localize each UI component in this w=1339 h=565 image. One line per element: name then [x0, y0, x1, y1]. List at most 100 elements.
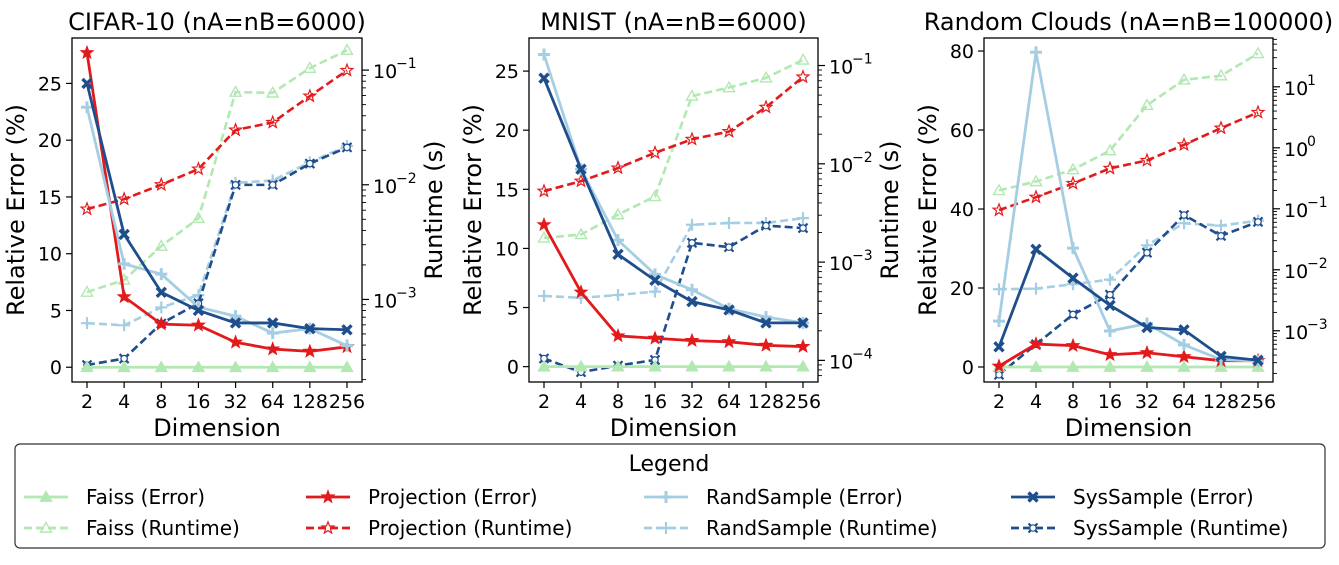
x-tick-label: 32: [680, 391, 704, 413]
runtime-line: [543, 58, 804, 240]
error-point: [1178, 338, 1190, 351]
runtime-point: [1176, 136, 1192, 152]
error-point: [81, 77, 93, 90]
runtime-point: [302, 88, 318, 103]
panel-title: CIFAR-10 (nA=nB=6000): [68, 8, 366, 36]
runtime-point: [611, 207, 625, 220]
runtime-point: [721, 123, 737, 138]
runtime-line: [543, 224, 804, 374]
tick-base: 10: [1284, 78, 1308, 100]
runtime-point: [723, 216, 735, 229]
error-point: [1030, 46, 1042, 59]
plot-frame: [71, 37, 363, 383]
plot-frame: [983, 37, 1274, 383]
tick-base: 10: [373, 61, 397, 83]
y-left-tick-label: 40: [950, 199, 974, 221]
error-point: [1028, 336, 1044, 351]
runtime-point: [1213, 120, 1229, 135]
y-left-tick-label: 80: [950, 41, 974, 63]
error-point: [722, 359, 736, 372]
error-point: [1140, 360, 1154, 372]
error-point: [538, 72, 550, 84]
error-point: [1103, 360, 1117, 372]
legend-entry-randsample-error: RandSample (Error): [644, 485, 903, 509]
error-line: [85, 52, 348, 353]
legend-entry-projection-runtime: Projection (Runtime): [306, 516, 572, 540]
error-point: [1139, 344, 1155, 360]
error-line: [997, 51, 1259, 363]
runtime-point: [684, 131, 700, 146]
runtime-point: [760, 220, 772, 231]
error-point: [537, 359, 551, 372]
error-point: [80, 360, 94, 373]
plot-frame: [528, 37, 819, 383]
legend-marker: [1027, 491, 1039, 503]
error-point: [341, 339, 353, 352]
error-point: [796, 359, 810, 372]
tick-exponent: −1: [852, 52, 873, 68]
error-point: [1177, 360, 1191, 372]
legend-marker: [39, 490, 53, 502]
error-point: [266, 327, 279, 340]
legend-marker: [320, 489, 336, 504]
x-tick-label: 2: [993, 391, 1005, 413]
error-point: [760, 317, 772, 329]
error-point: [265, 341, 281, 356]
x-tick-label: 8: [155, 391, 167, 413]
y-right-tick-label: 10−3: [373, 285, 417, 312]
runtime-point: [992, 183, 1006, 196]
panel-title: Random Clouds (nA=nB=100000): [924, 8, 1334, 36]
error-point: [340, 360, 354, 373]
runtime-line: [86, 69, 348, 211]
runtime-point: [1250, 104, 1266, 119]
error-point: [192, 304, 205, 317]
error-point: [267, 317, 279, 329]
x-tick-label: 64: [261, 391, 285, 413]
tick-exponent: −1: [1307, 195, 1328, 211]
runtime-point: [1178, 209, 1190, 221]
tick-base: 10: [829, 155, 853, 177]
series-faiss-runtime: [537, 53, 810, 243]
error-point: [797, 317, 809, 329]
runtime-point: [685, 89, 699, 101]
error-point: [1214, 360, 1228, 372]
x-tick-label: 64: [717, 391, 741, 413]
runtime-point: [574, 227, 588, 240]
error-point: [611, 359, 625, 372]
error-point: [1141, 321, 1153, 334]
error-point: [612, 234, 624, 247]
y-right-tick-label: 10−1: [1284, 195, 1328, 222]
tick-exponent: −3: [852, 248, 873, 264]
y-left-tick-label: 20: [38, 130, 62, 152]
x-tick-label: 64: [1172, 391, 1196, 413]
error-point: [228, 360, 243, 373]
error-point: [266, 360, 280, 373]
error-line: [85, 106, 348, 347]
runtime-point: [230, 179, 241, 191]
runtime-point: [153, 176, 169, 192]
panel-1: CIFAR-10 (nA=nB=6000) 2 4 8 16 32 64 128 256 Dime…: [2, 8, 448, 442]
x-tick-label: 128: [748, 391, 784, 413]
x-axis-label: Dimension: [610, 414, 738, 442]
x-tick-label: 32: [223, 391, 247, 413]
runtime-point: [339, 62, 355, 77]
series-faiss-runtime: [80, 43, 354, 297]
legend-label: SysSample (Runtime): [1073, 516, 1288, 540]
legend-entry-faiss-error: Faiss (Error): [24, 485, 205, 509]
runtime-point: [1215, 219, 1227, 232]
runtime-point: [1067, 309, 1079, 320]
legend: Legend Faiss (Error) Faiss (Runtime) Projec…: [14, 443, 1326, 549]
error-point: [304, 322, 316, 335]
runtime-point: [1065, 175, 1081, 190]
error-point: [1104, 299, 1116, 312]
y-right-axis-label: Runtime (s): [876, 140, 904, 279]
x-tick-label: 2: [81, 391, 93, 413]
runtime-point: [610, 160, 626, 175]
legend-label: SysSample (Error): [1073, 485, 1254, 509]
runtime-point: [118, 319, 131, 332]
series-syssample-error: [538, 72, 809, 329]
error-point: [649, 274, 661, 287]
runtime-point: [686, 237, 698, 249]
x-tick-label: 128: [292, 391, 328, 413]
